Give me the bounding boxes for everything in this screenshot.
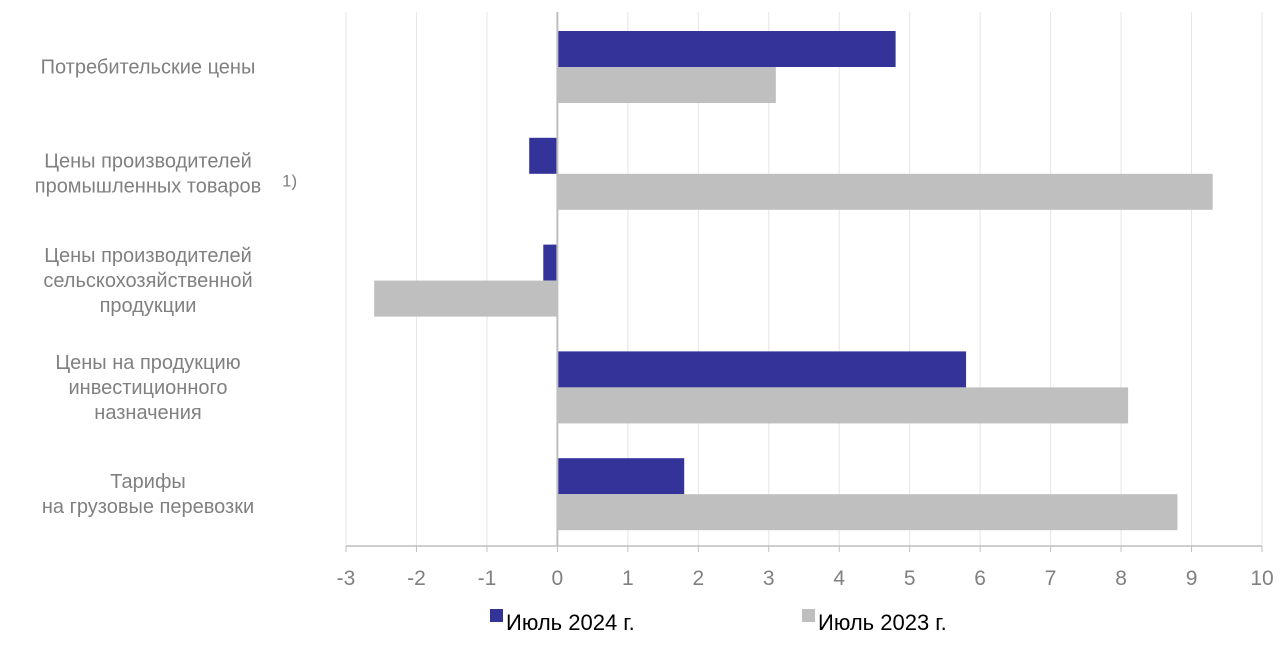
bar-series2-cat5 bbox=[557, 494, 1178, 531]
bar-series1-cat4 bbox=[557, 351, 967, 388]
category-label-line: инвестиционного bbox=[68, 377, 227, 399]
category-label-line: промышленных товаров bbox=[35, 176, 262, 198]
bar-series2-cat4 bbox=[557, 387, 1129, 424]
bar-series1-cat5 bbox=[557, 458, 685, 495]
x-tick-label: -3 bbox=[337, 567, 356, 590]
category-label: Цены производителей сельскохозяйственной п… bbox=[43, 245, 252, 317]
category-label-line: Цены на продукцию bbox=[55, 352, 240, 374]
x-tick-label: 5 bbox=[904, 567, 916, 590]
bar-series2-cat2 bbox=[557, 173, 1213, 210]
x-tick-label: 9 bbox=[1186, 567, 1198, 590]
legend-label-series1: Июль 2024 г. bbox=[506, 610, 635, 635]
bar-series2-cat1 bbox=[557, 67, 776, 103]
category-label: Тарифы на грузовые перевозки bbox=[42, 471, 254, 518]
x-tick-label: -2 bbox=[407, 567, 426, 590]
legend-swatch-series1 bbox=[490, 609, 503, 622]
category-label: Потребительские цены bbox=[41, 56, 256, 78]
category-label-line: назначения bbox=[94, 402, 201, 424]
x-tick-label: 0 bbox=[552, 567, 564, 590]
category-label-line: Потребительские цены bbox=[41, 56, 256, 78]
x-tick-label: 3 bbox=[763, 567, 775, 590]
x-tick-label: 4 bbox=[833, 567, 845, 590]
legend-label-series2: Июль 2023 г. bbox=[818, 610, 947, 635]
x-tick-label: 8 bbox=[1115, 567, 1127, 590]
x-tick-label: -1 bbox=[478, 567, 497, 590]
category-label-line: на грузовые перевозки bbox=[42, 496, 254, 518]
x-tick-label: 6 bbox=[974, 567, 986, 590]
bar-series1-cat3 bbox=[543, 244, 558, 281]
bar-series2-cat3 bbox=[374, 280, 558, 317]
legend-swatch-series2 bbox=[802, 609, 815, 622]
bar-series1-cat2 bbox=[529, 137, 558, 174]
category-label-line: продукции bbox=[100, 295, 197, 317]
bar-series1-cat1 bbox=[557, 31, 896, 67]
category-label: Цены на продукцию инвестиционного назначен… bbox=[55, 352, 240, 424]
footnote-marker: 1) bbox=[282, 172, 297, 191]
x-tick-label: 2 bbox=[692, 567, 704, 590]
x-tick-label: 10 bbox=[1250, 567, 1273, 590]
category-label-line: Тарифы bbox=[110, 471, 186, 493]
category-label-line: Цены производителей bbox=[44, 151, 252, 173]
category-label-line: сельскохозяйственной bbox=[43, 270, 252, 292]
x-tick-label: 7 bbox=[1045, 567, 1057, 590]
category-label: Цены производителей промышленных товаров bbox=[35, 151, 262, 198]
category-label-line: Цены производителей bbox=[44, 245, 252, 267]
x-tick-label: 1 bbox=[622, 567, 634, 590]
